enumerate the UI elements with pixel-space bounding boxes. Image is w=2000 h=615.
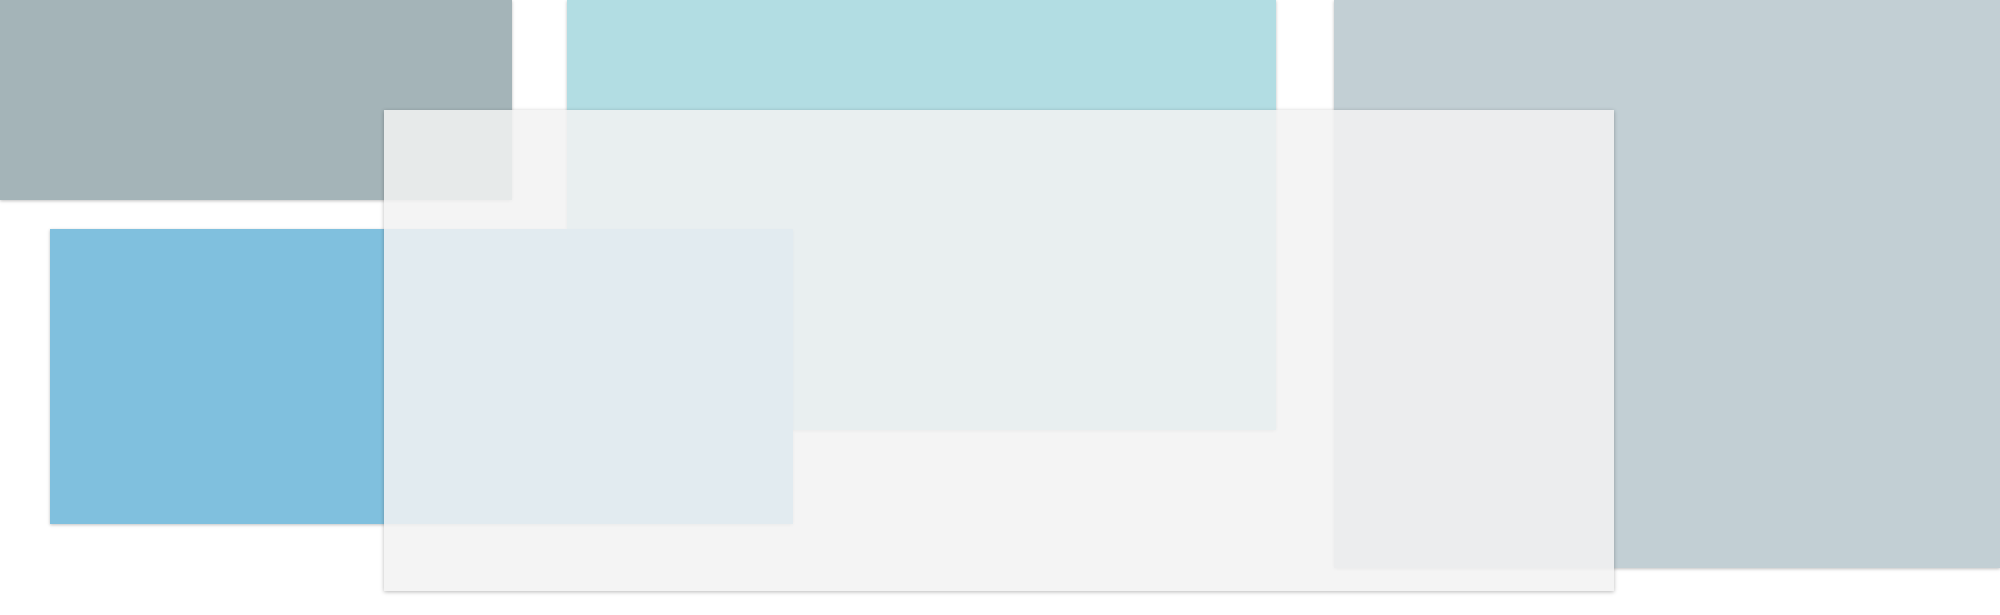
- translucent-overlay-panel[interactable]: [384, 110, 1614, 591]
